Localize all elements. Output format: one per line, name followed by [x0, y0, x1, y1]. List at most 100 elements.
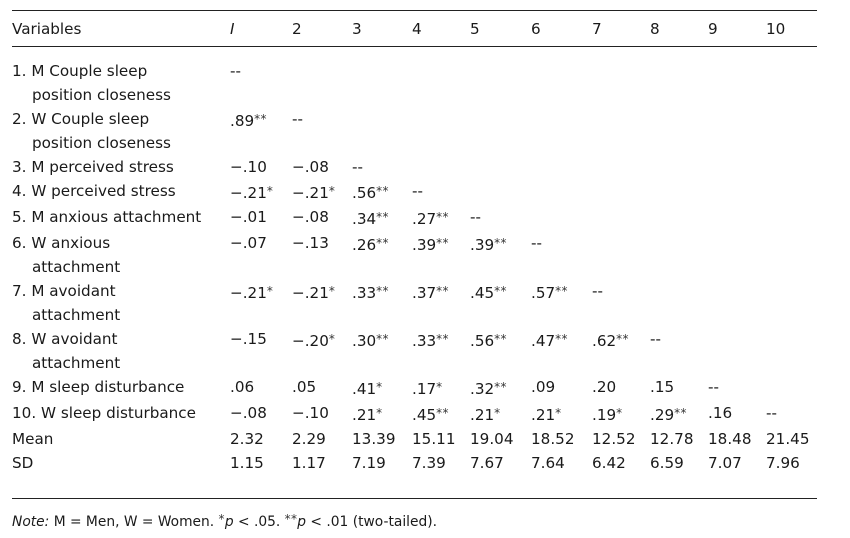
cell-value: .32 — [470, 380, 495, 398]
variable-label: 2. W Couple sleep position closeness — [12, 107, 230, 155]
table-cell — [708, 179, 766, 205]
table-cell — [708, 107, 766, 155]
variable-label: 1. M Couple sleep position closeness — [12, 46, 230, 107]
cell-value: 7.96 — [766, 454, 800, 472]
significance-marker: * — [266, 284, 274, 298]
table-cell: −.10 — [292, 401, 352, 427]
table-cell: −.21* — [230, 279, 292, 327]
table-cell: .56** — [470, 327, 531, 375]
column-header: 6 — [531, 19, 541, 38]
table-row: 6. W anxious attachment −.07 −.13.26** .39**… — [12, 231, 817, 279]
column-header: 8 — [650, 19, 660, 38]
significance-marker: ** — [376, 236, 389, 250]
table-cell — [592, 205, 650, 231]
cell-value: .21 — [531, 406, 556, 424]
cell-value: .34 — [352, 210, 377, 228]
table-cell — [650, 46, 708, 107]
table-cell: 13.39 — [352, 427, 412, 451]
table-cell: .56** — [352, 179, 412, 205]
significance-marker: * — [555, 406, 562, 420]
table-cell — [650, 155, 708, 179]
cell-value: −.21 — [292, 284, 329, 302]
variable-label-line: 1. M Couple sleep — [12, 62, 148, 80]
cell-value: .39 — [412, 236, 437, 254]
column-header: 7 — [592, 19, 602, 38]
table-cell — [766, 375, 817, 401]
table-cell: −.21* — [230, 179, 292, 205]
cell-value: −.20 — [292, 332, 329, 350]
significance-marker: * — [494, 406, 501, 420]
cell-value: .21 — [470, 406, 495, 424]
cell-value: .39 — [470, 236, 495, 254]
variable-label-continuation: attachment — [32, 306, 121, 324]
significance-marker: * — [328, 184, 336, 198]
table-cell: 7.96 — [766, 451, 817, 475]
significance-marker: ** — [494, 236, 507, 250]
column-header: 10 — [766, 19, 786, 38]
table-cell: -- — [592, 279, 650, 327]
table-cell: 7.67 — [470, 451, 531, 475]
variable-label-line: 4. W perceived stress — [12, 182, 176, 200]
cell-value: −.10 — [292, 404, 329, 422]
p-symbol: p — [297, 514, 307, 530]
table-cell — [470, 155, 531, 179]
table-cell: 7.39 — [412, 451, 470, 475]
cell-value: −.10 — [230, 158, 267, 176]
table-cell: 1.15 — [230, 451, 292, 475]
table-row: 3. M perceived stress −.10 −.08 -- — [12, 155, 817, 179]
table-cell: .45** — [412, 401, 470, 427]
significance-marker: ** — [494, 284, 507, 298]
cell-value: -- — [592, 282, 603, 300]
variable-label-line: 5. M anxious attachment — [12, 208, 202, 226]
cell-value: .62 — [592, 332, 617, 350]
table-cell: .21* — [470, 401, 531, 427]
cell-value: .09 — [531, 378, 556, 396]
cell-value: 13.39 — [352, 430, 396, 448]
table-cell — [531, 155, 592, 179]
table-cell: .62** — [592, 327, 650, 375]
cell-value: −.08 — [292, 208, 329, 226]
variable-label-line: 9. M sleep disturbance — [12, 378, 185, 396]
table-cell — [592, 155, 650, 179]
significance-marker: ** — [254, 112, 267, 126]
table-cell — [412, 107, 470, 155]
table-cell — [531, 46, 592, 107]
cell-value: -- — [708, 378, 719, 396]
table-cell: 2.29 — [292, 427, 352, 451]
table-cell — [766, 46, 817, 107]
significance-marker: ** — [436, 284, 449, 298]
cell-value: 12.52 — [592, 430, 636, 448]
cell-value: -- — [352, 158, 363, 176]
table-cell — [708, 46, 766, 107]
table-cell — [708, 327, 766, 375]
table-cell: 2.32 — [230, 427, 292, 451]
table-cell: .45** — [470, 279, 531, 327]
cell-value: 1.15 — [230, 454, 264, 472]
table-cell: .17* — [412, 375, 470, 401]
significance-marker: * — [266, 184, 274, 198]
significance-marker: * — [436, 380, 443, 394]
cell-value: -- — [531, 234, 542, 252]
variable-label: 5. M anxious attachment — [12, 205, 230, 231]
cell-value: .33 — [352, 284, 377, 302]
table-top-rule — [12, 10, 817, 11]
cell-value: 6.42 — [592, 454, 626, 472]
significance-marker: ** — [436, 332, 449, 346]
significance-marker: ** — [436, 236, 449, 250]
cell-value: 19.04 — [470, 430, 514, 448]
correlation-table: Variables I 2 3 4 5 6 7 8 9 10 1. M Coup… — [12, 11, 817, 475]
cell-value: 7.07 — [708, 454, 742, 472]
cell-value: 7.64 — [531, 454, 565, 472]
significance-marker: * — [376, 380, 383, 394]
cell-value: −.08 — [230, 404, 267, 422]
table-cell: .39** — [412, 231, 470, 279]
cell-value: .56 — [470, 332, 495, 350]
significance-marker: ** — [376, 284, 389, 298]
table-cell: .27** — [412, 205, 470, 231]
cell-value: 2.32 — [230, 430, 264, 448]
variable-label-line: 8. W avoidant — [12, 330, 118, 348]
table-cell: −.10 — [230, 155, 292, 179]
cell-value: .45 — [470, 284, 495, 302]
variable-label-line: 2. W Couple sleep — [12, 110, 150, 128]
table-row: 5. M anxious attachment −.01 −.08.34** .27*… — [12, 205, 817, 231]
